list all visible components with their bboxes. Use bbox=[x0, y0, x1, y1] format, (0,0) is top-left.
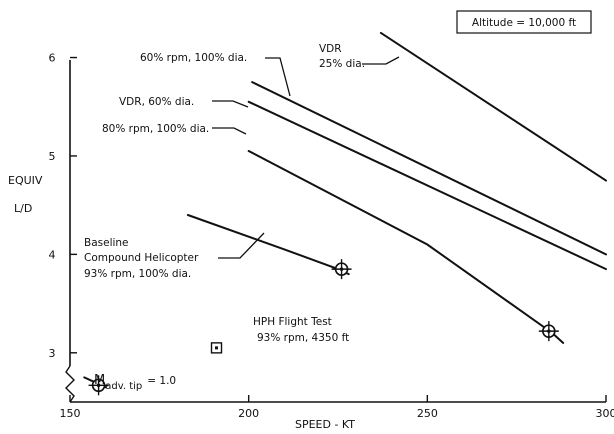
x-tick-label-200: 200 bbox=[238, 407, 259, 420]
altitude-box-label: Altitude = 10,000 ft bbox=[472, 17, 576, 29]
label-baseline-line2: Compound Helicopter bbox=[84, 252, 199, 264]
design-point-2 bbox=[88, 375, 109, 396]
flight-test-marker-dot bbox=[215, 346, 219, 350]
y-tick-label-3: 3 bbox=[49, 347, 56, 360]
leader-vdr60 bbox=[212, 100, 249, 108]
x-axis-title: SPEED - KT bbox=[295, 418, 355, 431]
x-tick-label-250: 250 bbox=[417, 407, 438, 420]
label-madv-rest: = 1.0 bbox=[147, 375, 176, 387]
y-tick-label-6: 6 bbox=[49, 52, 56, 65]
label-flight-test-line2: 93% rpm, 4350 ft bbox=[257, 332, 349, 344]
label-rpm60: 60% rpm, 100% dia. bbox=[140, 52, 247, 64]
label-vdr25-line1: VDR bbox=[319, 43, 342, 55]
y-tick-label-4: 4 bbox=[49, 248, 56, 261]
leader-rpm60 bbox=[265, 57, 291, 97]
y-tick-label-5: 5 bbox=[49, 150, 56, 163]
label-madv-main: M bbox=[94, 373, 105, 388]
design-point-0 bbox=[331, 259, 352, 280]
y-axis-title-line1: EQUIV bbox=[8, 174, 43, 187]
label-vdr25-line2: 25% dia. bbox=[319, 58, 365, 70]
flight-test-marker bbox=[210, 342, 223, 354]
label-baseline-line1: Baseline bbox=[84, 237, 129, 249]
y-axis-title-line2: L/D bbox=[14, 202, 32, 215]
series-line-1 bbox=[251, 81, 607, 256]
tick-marks bbox=[69, 56, 607, 402]
x-tick-label-300: 300 bbox=[596, 407, 614, 420]
series-line-4 bbox=[186, 214, 350, 276]
series-line-3 bbox=[247, 150, 565, 344]
series-line-2 bbox=[247, 100, 607, 271]
label-vdr60: VDR, 60% dia. bbox=[119, 96, 194, 108]
design-point-1 bbox=[538, 321, 559, 342]
label-flight-test-line1: HPH Flight Test bbox=[253, 316, 332, 328]
x-tick-label-150: 150 bbox=[60, 407, 81, 420]
label-baseline-line3: 93% rpm, 100% dia. bbox=[84, 268, 191, 280]
label-madv-tip: Madv. tip = 1.0 bbox=[94, 373, 176, 392]
y-axis-break bbox=[65, 365, 75, 403]
series-layer bbox=[83, 31, 607, 389]
tick-labels: 150 200 250 300 3 4 5 6 bbox=[49, 52, 614, 420]
series-line-0 bbox=[379, 31, 607, 182]
label-rpm80: 80% rpm, 100% dia. bbox=[102, 123, 209, 135]
leader-vdr25 bbox=[362, 56, 400, 65]
altitude-box: Altitude = 10,000 ft bbox=[456, 10, 592, 34]
points-layer bbox=[88, 259, 559, 396]
leader-baseline bbox=[218, 232, 265, 259]
leader-rpm80 bbox=[212, 127, 247, 135]
label-madv-sub: adv. tip bbox=[105, 381, 142, 392]
